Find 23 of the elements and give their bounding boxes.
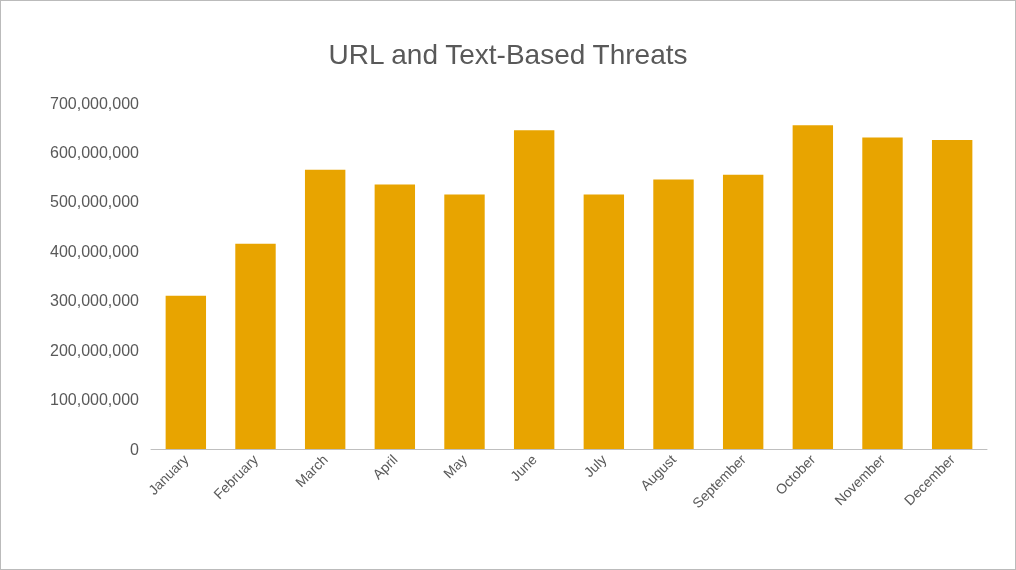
x-tick-label: May (440, 451, 471, 482)
bar (444, 194, 485, 449)
bar (653, 179, 694, 449)
bar (583, 194, 625, 449)
y-tick-label: 500,000,000 (50, 193, 140, 211)
chart-title: URL and Text-Based Threats (328, 38, 688, 70)
bar (374, 184, 416, 449)
x-tick-label: July (580, 451, 610, 481)
bar (792, 125, 834, 449)
bar (235, 243, 276, 449)
y-tick-label: 600,000,000 (50, 143, 140, 161)
bar (304, 169, 346, 449)
y-tick-label: 700,000,000 (50, 94, 140, 112)
y-tick-label: 0 (130, 440, 140, 458)
y-tick-label: 400,000,000 (50, 242, 140, 260)
bar (931, 140, 973, 449)
bar (862, 137, 903, 449)
y-tick-label: 300,000,000 (50, 292, 140, 310)
bar (722, 174, 764, 449)
y-tick-label: 200,000,000 (50, 341, 140, 359)
bar (165, 295, 207, 449)
bar (513, 130, 555, 449)
y-tick-label: 100,000,000 (50, 391, 140, 409)
